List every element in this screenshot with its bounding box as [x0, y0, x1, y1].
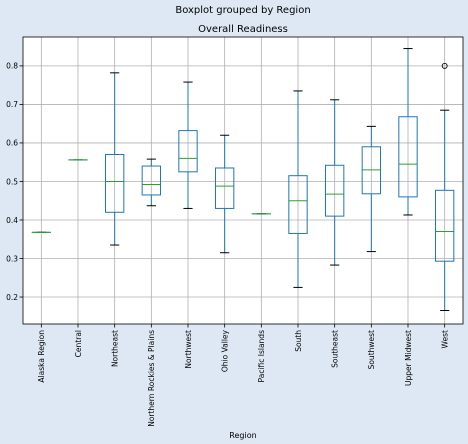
figure-suptitle: Boxplot grouped by Region — [175, 5, 310, 16]
x-axis-ticks: Alaska Region Central Northeast Northern Ro… — [37, 324, 449, 427]
y-tick-label: 0.5 — [6, 177, 18, 186]
x-tick-label: Upper Midwest — [404, 330, 413, 386]
y-tick-label: 0.3 — [6, 254, 18, 263]
iqr-box — [178, 130, 198, 173]
x-tick-label: Pacific Islands — [257, 330, 266, 383]
box-southeast — [325, 99, 345, 266]
x-tick-label: Southeast — [330, 330, 339, 368]
plot-area — [23, 37, 463, 324]
box-ohio-valley — [215, 134, 235, 254]
iqr-box — [288, 175, 308, 234]
iqr-box — [325, 164, 345, 217]
plot-frame — [22, 36, 464, 325]
x-tick-label: Southwest — [367, 330, 376, 369]
box-south — [288, 90, 308, 288]
box-upper-midwest — [398, 48, 418, 216]
box-southwest — [361, 125, 381, 253]
x-tick-label: South — [294, 330, 303, 352]
box-west — [435, 62, 455, 312]
box-northeast — [105, 72, 125, 246]
iqr-box — [398, 116, 418, 198]
x-tick-label: Northeast — [110, 330, 119, 367]
y-tick-label: 0.2 — [6, 293, 18, 302]
y-tick-label: 0.8 — [6, 62, 18, 71]
y-tick-label: 0.4 — [6, 216, 18, 225]
box-northwest — [178, 81, 198, 209]
x-tick-label: Northern Rockies & Plains — [147, 330, 156, 427]
boxes-layer — [31, 48, 455, 312]
x-tick-label: Ohio Valley — [220, 329, 229, 372]
x-tick-label: Central — [74, 330, 83, 357]
iqr-box — [105, 153, 125, 213]
axes-title: Overall Readiness — [198, 24, 288, 35]
outlier-point — [441, 62, 448, 69]
iqr-box — [435, 189, 455, 262]
x-tick-label: West — [440, 330, 449, 348]
x-tick-label: Northwest — [184, 330, 193, 369]
y-tick-label: 0.6 — [6, 139, 18, 148]
iqr-box — [141, 165, 162, 196]
box-northern-rockies-plains — [141, 158, 162, 207]
x-axis-label: Region — [229, 431, 256, 440]
y-axis-ticks: 0.2 0.3 0.4 0.5 0.6 0.7 0.8 — [6, 62, 23, 302]
y-tick-label: 0.7 — [6, 100, 18, 109]
iqr-box — [215, 167, 235, 209]
x-tick-label: Alaska Region — [37, 330, 46, 383]
